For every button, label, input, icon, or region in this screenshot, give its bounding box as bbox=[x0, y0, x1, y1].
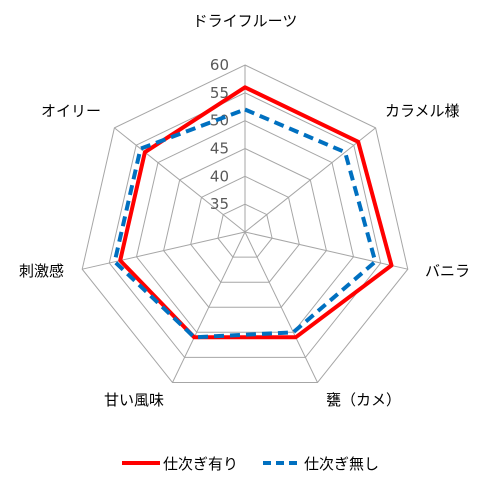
legend-label: 仕次ぎ無し bbox=[304, 455, 379, 473]
grid-ring bbox=[81, 64, 409, 383]
grid-spoke bbox=[172, 231, 246, 383]
legend: 仕次ぎ有り 仕次ぎ無し bbox=[122, 455, 379, 473]
category-label: カラメル様 bbox=[385, 102, 460, 120]
series-lines bbox=[112, 85, 394, 340]
grid-ring bbox=[108, 92, 382, 358]
legend-label: 仕次ぎ有り bbox=[163, 455, 238, 473]
tick-label: 55 bbox=[210, 84, 229, 102]
grid-ring bbox=[217, 203, 273, 258]
tick-label: 45 bbox=[210, 140, 229, 158]
radar-grid bbox=[81, 64, 409, 383]
tick-label: 40 bbox=[210, 167, 229, 185]
series-line bbox=[118, 85, 394, 340]
category-label: 刺激感 bbox=[19, 262, 64, 280]
grid-spoke bbox=[244, 231, 408, 270]
grid-ring bbox=[163, 147, 327, 308]
grid-spoke bbox=[244, 127, 376, 233]
tick-label: 35 bbox=[210, 195, 229, 213]
tick-label: 60 bbox=[210, 56, 229, 74]
grid-spoke bbox=[82, 231, 246, 270]
category-label: 甕（カメ） bbox=[326, 391, 401, 409]
category-label: バニラ bbox=[425, 262, 470, 280]
grid-ring bbox=[135, 120, 355, 333]
category-label: ドライフルーツ bbox=[193, 12, 298, 30]
category-label: オイリー bbox=[41, 102, 101, 120]
category-label: 甘い風味 bbox=[104, 391, 164, 409]
grid-spoke bbox=[114, 127, 246, 233]
grid-spoke bbox=[244, 231, 318, 383]
grid-ring bbox=[190, 175, 300, 283]
